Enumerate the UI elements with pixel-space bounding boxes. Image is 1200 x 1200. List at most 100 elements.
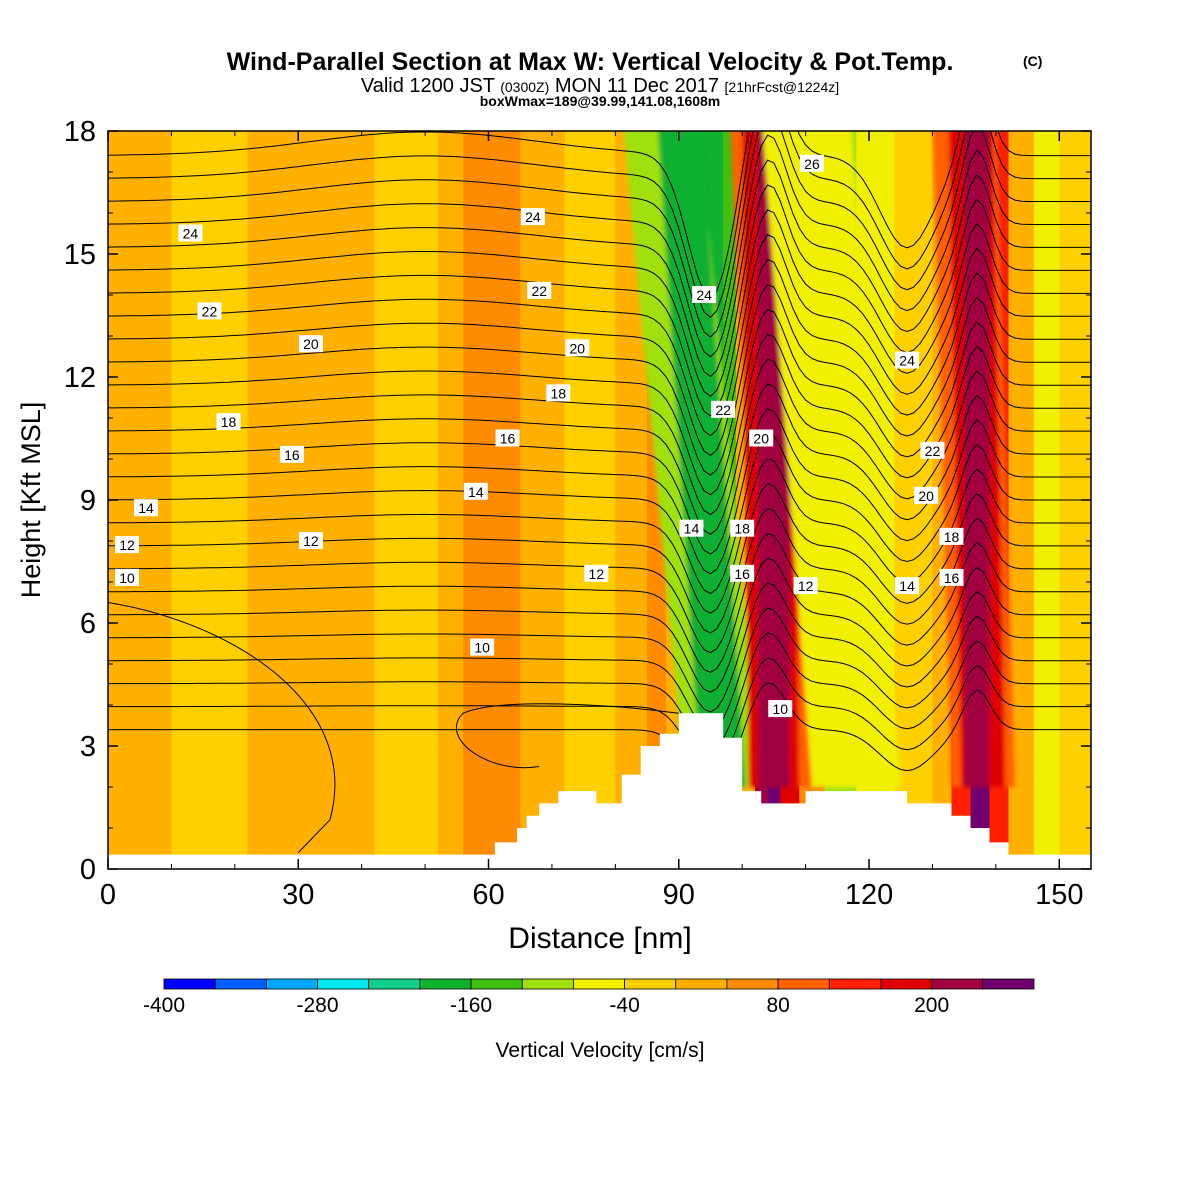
colorbar-tick-label: -160 (450, 994, 492, 1017)
theta-contour (108, 602, 336, 853)
colorbar-swatch (573, 978, 625, 990)
svg-text:22: 22 (715, 402, 731, 418)
shading-band (463, 131, 521, 869)
theta-contour (108, 582, 1091, 713)
svg-text:10: 10 (772, 701, 788, 717)
svg-text:22: 22 (202, 303, 218, 319)
theta-contour (456, 703, 679, 769)
svg-text:20: 20 (570, 340, 586, 356)
contour-label: 18 (939, 527, 964, 545)
contour-label: 24 (692, 286, 717, 303)
colorbar-swatch (828, 978, 881, 990)
colorbar-swatch (419, 978, 472, 990)
y-tick-label: 15 (64, 239, 96, 271)
y-axis-label: Height [Kft MSL] (16, 402, 46, 599)
contour-label: 16 (730, 564, 755, 582)
contour-label: 18 (730, 519, 755, 537)
theta-contour (108, 209, 1091, 417)
theta-contours (108, 131, 1091, 853)
colorbar-swatch (368, 978, 421, 990)
theta-contour (108, 259, 1091, 457)
contour-label: 22 (197, 302, 222, 320)
contour-label: 14 (463, 482, 488, 500)
velocity-cell (657, 131, 746, 787)
contour-label: 22 (527, 281, 552, 299)
svg-text:20: 20 (303, 336, 319, 352)
shading-band (374, 131, 439, 869)
y-tick-label: 3 (80, 731, 96, 763)
theta-contour (108, 283, 1091, 476)
valid-prefix: Valid 1200 JST (361, 75, 495, 97)
contour-label: 18 (216, 413, 241, 431)
y-tick-label: 18 (64, 116, 96, 148)
contour-label: 16 (495, 429, 520, 447)
svg-text:12: 12 (798, 578, 814, 594)
y-tick-label: 9 (80, 485, 96, 517)
colorbar-swatch (982, 978, 1035, 990)
svg-text:24: 24 (696, 287, 712, 303)
theta-contour (108, 433, 1091, 595)
colorbar-swatch (521, 978, 574, 990)
terrain (108, 713, 1091, 869)
x-tick-label: 60 (472, 879, 504, 911)
x-axis-label: Distance [nm] (508, 922, 691, 955)
theta-contour (108, 408, 1091, 575)
colorbar-label: Vertical Velocity [cm/s] (496, 1039, 705, 1062)
svg-text:16: 16 (944, 570, 960, 586)
x-tick-label: 30 (282, 879, 314, 911)
contour-label: 20 (749, 429, 774, 447)
contour-label: 14 (895, 577, 920, 595)
colorbar-swatch (726, 978, 779, 990)
svg-text:18: 18 (944, 529, 960, 545)
theta-contour (108, 607, 1091, 733)
svg-text:24: 24 (183, 226, 199, 242)
colorbar-tick-label: -40 (609, 994, 639, 1017)
theta-contour (108, 682, 1091, 792)
box-info: boxWmax=189@39.99,141.08,1608m (480, 93, 721, 109)
theta-contour (108, 131, 1091, 299)
shading-band (520, 131, 566, 869)
valid-time-line: Valid 1200 JST (0300Z) MON 11 Dec 2017 [… (361, 75, 839, 97)
copyright-mark: (C) (1023, 53, 1042, 69)
svg-text:24: 24 (899, 353, 915, 369)
x-tick-label: 120 (845, 879, 893, 911)
valid-forecast: [21hrFcst@1224z] (725, 79, 840, 95)
contour-label: 20 (565, 339, 590, 357)
shading-band (437, 131, 464, 869)
x-tick-label: 0 (100, 879, 116, 911)
svg-text:24: 24 (525, 209, 541, 225)
theta-contour-labels: 24 22 20 18 16 14 12 10 12 14 16 18 20 22 24 12 10 24 22 20… (115, 154, 964, 718)
contour-label: 14 (134, 499, 159, 517)
colorbar-swatch (470, 978, 523, 990)
svg-text:18: 18 (550, 385, 566, 401)
theta-contour (108, 458, 1091, 614)
contour-label: 16 (939, 568, 964, 586)
contour-label: 16 (279, 445, 304, 463)
contour-label: 22 (920, 441, 945, 459)
contour-label: 22 (711, 400, 736, 418)
theta-contour (108, 308, 1091, 496)
colorbar-tick-label: 200 (914, 994, 949, 1017)
svg-text:14: 14 (138, 500, 154, 516)
y-axis: 0 3 6 9 12 15 18 (64, 116, 1091, 886)
colorbar-swatch (880, 978, 933, 990)
shading-band (329, 131, 375, 869)
valid-date: MON 11 Dec 2017 (555, 75, 719, 97)
colorbar-tick-label: -400 (143, 994, 185, 1017)
theta-contour (108, 358, 1091, 535)
contour-label: 26 (799, 154, 824, 172)
contour-label: 12 (298, 532, 323, 549)
theta-contour (108, 657, 1091, 772)
theta-contour (108, 632, 1091, 752)
colorbar-swatch (931, 978, 984, 990)
theta-contour (108, 532, 1091, 673)
contour-label: 20 (298, 335, 323, 353)
contour-label: 12 (793, 577, 818, 595)
contour-label: 24 (520, 208, 545, 226)
svg-text:10: 10 (119, 570, 135, 586)
contour-label: 24 (895, 351, 920, 369)
colorbar: -400 -280 -160 -40 80 200 (143, 978, 1035, 1017)
svg-text:16: 16 (500, 431, 516, 447)
shading-band (247, 131, 331, 869)
theta-contour (108, 184, 1091, 397)
